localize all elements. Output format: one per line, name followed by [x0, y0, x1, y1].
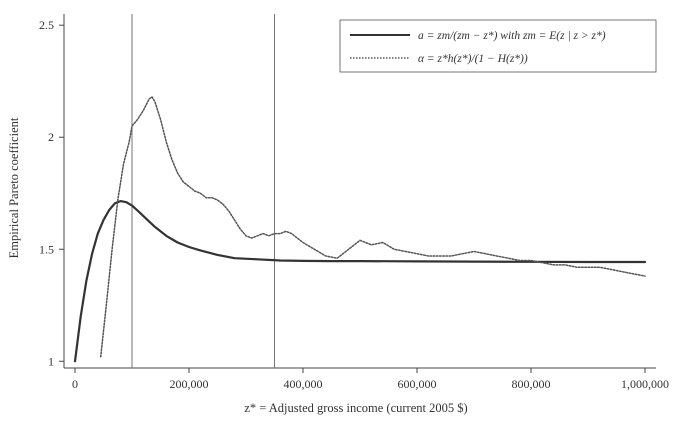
- x-tick-label: 0: [72, 377, 78, 391]
- tick-labels: 0 200,000 400,000 600,000 800,000 1,000,000 1 1…: [39, 18, 669, 391]
- reference-lines: [131, 14, 275, 368]
- series-group: [73, 96, 647, 363]
- axes: [59, 14, 656, 373]
- x-tick-label: 200,000: [170, 377, 209, 391]
- y-tick-label: 2: [48, 130, 54, 144]
- legend-label-a: a = zm/(zm − z*) with zm = E(z | z > z*): [418, 30, 606, 42]
- x-tick-label: 1,000,000: [621, 377, 669, 391]
- x-tick-label: 600,000: [398, 377, 437, 391]
- legend: a = zm/(zm − z*) with zm = E(z | z > z*)…: [339, 19, 657, 73]
- y-tick-label: 1: [48, 354, 54, 368]
- x-tick-label: 400,000: [284, 377, 323, 391]
- series-line-a: [73, 200, 647, 363]
- series-line-alpha: [99, 96, 646, 358]
- y-axis-title: Empirical Pareto coefficient: [7, 117, 21, 258]
- legend-label-alpha: α = z*h(z*)/(1 − H(z*)): [418, 53, 528, 65]
- legend-box: [339, 19, 657, 73]
- x-axis-title: z* = Adjusted gross income (current 2005…: [244, 401, 467, 415]
- y-tick-label: 2.5: [39, 18, 54, 32]
- y-tick-label: 1.5: [39, 242, 54, 256]
- x-tick-label: 800,000: [512, 377, 551, 391]
